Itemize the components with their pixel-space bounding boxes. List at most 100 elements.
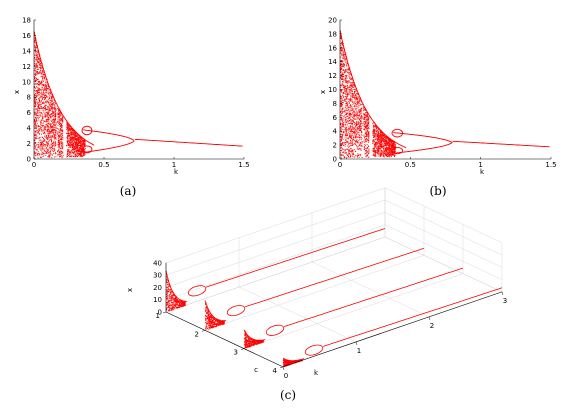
panel-a-point	[44, 79, 46, 81]
panel-b-y-tick-label: 0	[333, 156, 337, 164]
panel-a-point	[45, 151, 47, 152]
panel-b-point	[363, 122, 365, 124]
panel-a-point	[36, 115, 38, 116]
panel-a-point	[72, 138, 74, 140]
panel-a-point	[38, 56, 40, 58]
panel-a-point	[44, 101, 46, 102]
panel-a-point	[40, 72, 42, 74]
panel-b-point	[342, 102, 343, 103]
panel-b-point	[346, 71, 348, 73]
panel-a-point	[45, 107, 46, 109]
panel-a-point	[79, 139, 81, 140]
panel-b-point	[351, 89, 353, 91]
panel-b-point	[365, 121, 367, 122]
panel-a-point	[49, 110, 50, 112]
panel-b-point	[356, 139, 358, 141]
panel-b-point	[355, 122, 357, 124]
panel-b-point	[349, 150, 351, 152]
panel-a-point	[36, 92, 38, 94]
panel-a-point	[45, 105, 47, 106]
panel-b-point	[344, 76, 346, 78]
panel-b-point	[381, 151, 383, 153]
panel-a-point	[75, 133, 76, 135]
panel-b-point	[340, 123, 341, 125]
panel-b-point	[355, 103, 357, 105]
panel-a-point	[53, 150, 55, 152]
panel-b-point	[390, 140, 392, 142]
panel-b-point	[374, 133, 376, 135]
panel-b-point	[351, 86, 353, 88]
panel-a-point	[59, 113, 61, 115]
panel-b-point	[346, 105, 347, 107]
panel-a-point	[46, 96, 48, 98]
panel-b-point	[346, 127, 347, 129]
panel-a-point	[38, 125, 40, 127]
panel-a-point	[41, 65, 42, 67]
panel-b-point	[348, 92, 350, 94]
panel-b-point	[372, 148, 374, 150]
panel-b-point	[379, 153, 381, 155]
panel-a-point	[66, 137, 68, 138]
panel-a-point	[76, 144, 78, 146]
panel-b-point	[385, 149, 387, 151]
panel-b-point	[378, 143, 380, 145]
panel-b-point	[343, 54, 345, 56]
panel-b-point	[347, 95, 349, 97]
panel-b-point	[352, 82, 354, 83]
panel-a-point	[45, 93, 47, 95]
panel-b-point	[389, 149, 391, 151]
panel-a-point	[40, 95, 42, 96]
panel-b-point	[365, 139, 366, 140]
panel-b-point	[385, 150, 386, 152]
panel-b-point	[394, 147, 396, 149]
panel-a-point	[49, 145, 51, 147]
panel-b-point	[360, 143, 362, 145]
panel-a-point	[60, 138, 62, 139]
panel-a-point	[35, 62, 37, 64]
slice-point	[173, 298, 175, 300]
panel-b-point	[363, 113, 365, 114]
panel-b-point	[340, 94, 341, 96]
panel-a-point	[60, 153, 61, 155]
panel-a-point	[35, 132, 37, 134]
panel-a-point	[45, 152, 47, 154]
panel-a-point	[77, 146, 78, 148]
panel-a-point	[48, 131, 50, 133]
panel-b-point	[343, 60, 345, 62]
panel-a-point	[38, 154, 40, 156]
panel-b-point	[378, 146, 380, 148]
panel-a-point	[52, 113, 54, 115]
panel-b-point	[349, 125, 351, 127]
panel-b-point	[391, 155, 393, 157]
panel-a-point	[58, 146, 60, 148]
panel-a-point	[45, 119, 47, 120]
panel-b-point	[382, 153, 384, 155]
panel-a-point	[71, 129, 72, 131]
panel-b-point	[343, 87, 345, 89]
panel-b-point	[346, 124, 348, 126]
panel-b-point	[353, 121, 354, 122]
panel-b-point	[390, 148, 391, 150]
panel-a-point	[43, 138, 45, 140]
panel-b-point	[342, 76, 344, 78]
panel-a-point	[46, 152, 47, 154]
panel-b-point	[355, 139, 357, 141]
panel-b-point	[346, 108, 348, 110]
panel-b-point	[377, 132, 379, 133]
panel-a-point	[46, 116, 48, 117]
panel-b-point	[345, 93, 346, 95]
panel-b-point	[343, 97, 345, 98]
slice-point	[176, 307, 178, 309]
panel-b-point	[361, 122, 363, 124]
panel-b-point	[380, 152, 381, 154]
panel-a-point	[40, 74, 42, 76]
panel-b-point	[344, 98, 346, 100]
panel-a-point	[67, 153, 68, 155]
panel-a-point	[37, 67, 39, 68]
panel-b-point	[346, 141, 348, 143]
panel-a-point	[47, 119, 49, 121]
panel-a-point	[53, 99, 55, 101]
panel-a-point	[35, 137, 36, 139]
panel-a-point	[59, 111, 61, 113]
panel-a-point	[78, 137, 80, 139]
